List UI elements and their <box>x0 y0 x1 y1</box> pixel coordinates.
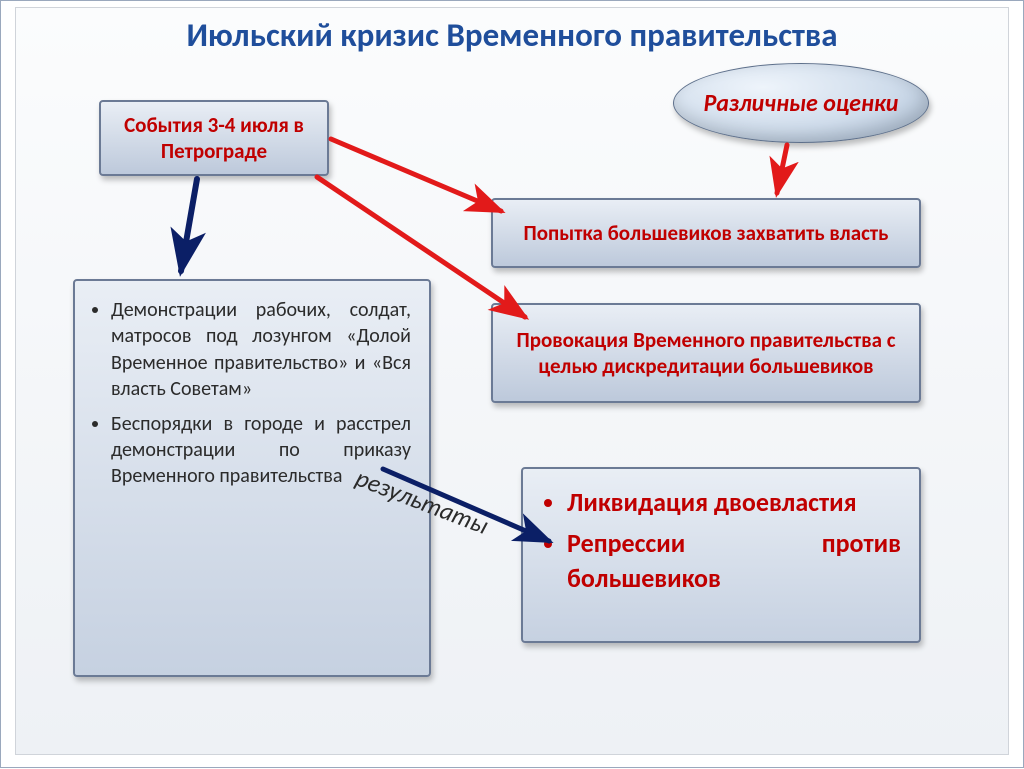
slide-title: Июльский кризис Временного правительства <box>1 15 1023 55</box>
panel-demonstrations-list: Демонстрации рабочих, солдат, матросов п… <box>79 297 411 490</box>
node-oval-opinions: Различные оценки <box>673 63 929 143</box>
slide: Июльский кризис Временного правительства… <box>0 0 1024 768</box>
node-oval-text: Различные оценки <box>704 89 899 118</box>
node-provocation: Провокация Временного правительства с це… <box>491 303 921 403</box>
node-attempt: Попытка большевиков захватить власть <box>491 198 921 268</box>
node-events-text: События 3-4 июля в Петрограде <box>113 112 315 165</box>
node-attempt-text: Попытка большевиков захватить власть <box>524 220 889 246</box>
list-item: Демонстрации рабочих, солдат, матросов п… <box>111 297 411 403</box>
list-item: Репрессии против большевиков <box>567 526 901 596</box>
panel-results: Ликвидация двоевластия Репрессии против … <box>521 467 921 643</box>
panel-results-list: Ликвидация двоевластия Репрессии против … <box>527 485 901 596</box>
node-events: События 3-4 июля в Петрограде <box>99 100 329 176</box>
node-provocation-text: Провокация Временного правительства с це… <box>505 327 907 380</box>
list-item: Ликвидация двоевластия <box>567 485 901 520</box>
